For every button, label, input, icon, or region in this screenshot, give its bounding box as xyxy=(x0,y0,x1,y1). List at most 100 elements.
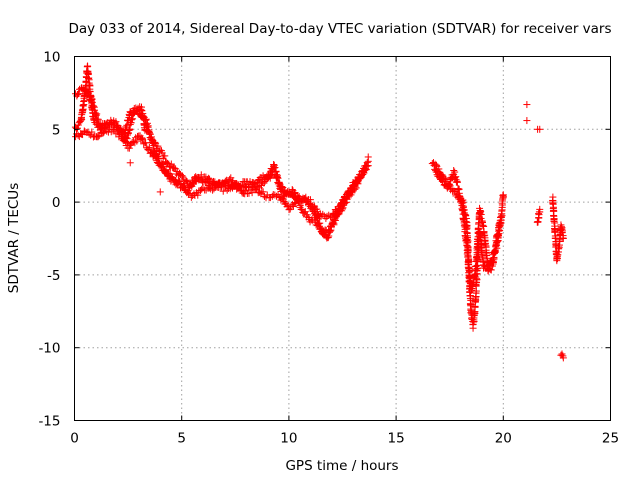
data-point xyxy=(174,179,182,187)
data-point xyxy=(364,162,372,170)
data-point xyxy=(439,176,447,184)
data-point xyxy=(446,180,454,188)
data-point xyxy=(139,110,147,118)
data-point xyxy=(192,173,200,181)
data-point xyxy=(497,213,505,221)
data-point xyxy=(223,186,231,194)
data-point xyxy=(303,197,311,205)
data-point xyxy=(558,228,566,236)
data-point xyxy=(156,161,164,169)
data-point xyxy=(263,172,271,180)
x-tick-label: 25 xyxy=(602,431,619,447)
x-axis-label: GPS time / hours xyxy=(285,458,398,474)
data-point xyxy=(291,199,299,207)
data-point xyxy=(129,115,137,123)
data-point xyxy=(188,182,196,190)
data-point xyxy=(497,213,505,221)
data-point xyxy=(183,178,191,186)
data-point xyxy=(175,180,183,188)
data-point xyxy=(447,175,455,183)
data-point xyxy=(276,180,284,188)
data-point xyxy=(158,163,166,171)
data-point xyxy=(273,173,281,181)
data-point xyxy=(161,152,169,160)
data-point xyxy=(479,219,487,227)
data-point xyxy=(477,208,485,216)
data-point xyxy=(460,222,468,230)
data-point xyxy=(453,178,461,186)
data-point xyxy=(148,138,156,146)
data-point xyxy=(272,174,280,182)
grid-lines xyxy=(74,56,611,421)
data-point xyxy=(92,111,100,119)
data-point xyxy=(461,225,469,233)
chart-title: Day 033 of 2014, Sidereal Day-to-day VTE… xyxy=(68,21,611,37)
data-point xyxy=(233,180,241,188)
data-point xyxy=(85,89,93,97)
data-point xyxy=(146,130,154,138)
data-point xyxy=(73,90,81,98)
data-point xyxy=(99,129,107,137)
data-point xyxy=(469,281,477,289)
x-tick-label: 15 xyxy=(388,431,405,447)
data-point xyxy=(270,160,278,168)
data-point xyxy=(167,160,175,168)
data-point xyxy=(319,210,327,218)
data-point xyxy=(341,195,349,203)
data-point xyxy=(133,137,141,145)
data-point xyxy=(364,153,372,161)
data-point xyxy=(125,144,133,152)
data-point xyxy=(109,125,117,133)
data-point xyxy=(223,176,231,184)
axis-ticks: 0 5 10 15 20 25 -15 -10 -5 0 5 10 xyxy=(38,50,619,447)
data-point xyxy=(326,227,334,235)
data-point xyxy=(88,98,96,106)
data-point xyxy=(210,185,218,193)
data-point xyxy=(75,90,83,98)
data-point xyxy=(271,191,279,199)
data-point xyxy=(320,227,328,235)
data-point xyxy=(219,187,227,195)
x-tick-label: 10 xyxy=(280,431,297,447)
data-point xyxy=(137,136,145,144)
data-point xyxy=(187,193,195,201)
data-point xyxy=(110,126,118,134)
data-point xyxy=(123,121,131,129)
data-point xyxy=(353,177,361,185)
data-point xyxy=(142,139,150,147)
data-point xyxy=(148,149,156,157)
data-point xyxy=(268,171,276,179)
data-point xyxy=(74,124,82,132)
data-point xyxy=(450,166,458,174)
data-point xyxy=(83,63,91,71)
data-point xyxy=(549,198,557,206)
data-point xyxy=(248,189,256,197)
data-point xyxy=(296,201,304,209)
y-tick-label: 0 xyxy=(52,195,61,211)
data-point xyxy=(465,261,473,269)
y-axis-label: SDTVAR / TECUs xyxy=(6,183,22,293)
data-point xyxy=(146,129,154,137)
data-point xyxy=(292,200,300,208)
data-point xyxy=(154,142,162,150)
data-point xyxy=(151,152,159,160)
data-point xyxy=(536,205,544,213)
data-point xyxy=(198,185,206,193)
data-point xyxy=(114,122,122,130)
data-point xyxy=(89,102,97,110)
data-point xyxy=(178,172,186,180)
data-point xyxy=(125,126,133,134)
data-point xyxy=(88,128,96,136)
y-tick-label: 10 xyxy=(43,50,60,66)
data-point xyxy=(499,191,507,199)
data-point xyxy=(360,169,368,177)
data-point xyxy=(126,159,134,167)
data-point xyxy=(329,219,337,227)
data-point xyxy=(230,181,238,189)
x-tick-label: 0 xyxy=(70,431,79,447)
data-point xyxy=(138,134,146,142)
data-point xyxy=(559,354,567,362)
y-tick-label: -15 xyxy=(38,414,60,430)
data-point xyxy=(170,164,178,172)
